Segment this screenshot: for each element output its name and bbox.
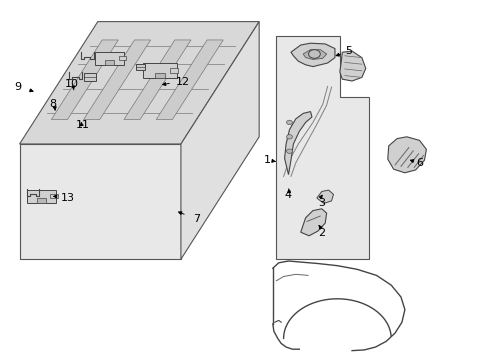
Polygon shape <box>83 40 150 120</box>
Text: 2: 2 <box>318 228 325 238</box>
Polygon shape <box>20 144 181 259</box>
Bar <box>37 198 46 203</box>
Polygon shape <box>339 51 365 81</box>
Polygon shape <box>123 40 190 120</box>
Bar <box>27 190 56 203</box>
Circle shape <box>286 120 292 125</box>
Bar <box>143 63 176 78</box>
Text: 11: 11 <box>76 120 90 130</box>
Bar <box>95 52 124 65</box>
Text: 3: 3 <box>318 198 325 208</box>
Circle shape <box>308 50 320 58</box>
Text: 9: 9 <box>15 82 21 92</box>
Text: 5: 5 <box>345 46 351 56</box>
Polygon shape <box>181 22 259 259</box>
Text: 10: 10 <box>65 78 79 89</box>
Polygon shape <box>51 40 118 120</box>
Text: 6: 6 <box>415 158 422 168</box>
Text: 13: 13 <box>61 193 74 203</box>
Polygon shape <box>316 190 333 203</box>
Text: 8: 8 <box>49 99 56 109</box>
Polygon shape <box>20 22 259 144</box>
Text: 1: 1 <box>264 155 270 165</box>
Polygon shape <box>290 43 334 67</box>
Bar <box>119 56 126 60</box>
Circle shape <box>286 135 292 139</box>
Bar <box>105 60 114 65</box>
Polygon shape <box>387 137 426 173</box>
Bar <box>135 64 145 70</box>
Circle shape <box>286 149 292 153</box>
Bar <box>170 68 178 73</box>
Polygon shape <box>303 50 326 59</box>
Text: 4: 4 <box>284 190 290 201</box>
Bar <box>50 194 58 198</box>
Text: 12: 12 <box>175 77 189 87</box>
Polygon shape <box>300 209 326 236</box>
Text: 7: 7 <box>193 214 200 224</box>
Polygon shape <box>284 112 311 175</box>
Polygon shape <box>156 40 223 120</box>
Bar <box>155 73 165 78</box>
Bar <box>84 73 96 81</box>
Polygon shape <box>276 36 368 259</box>
